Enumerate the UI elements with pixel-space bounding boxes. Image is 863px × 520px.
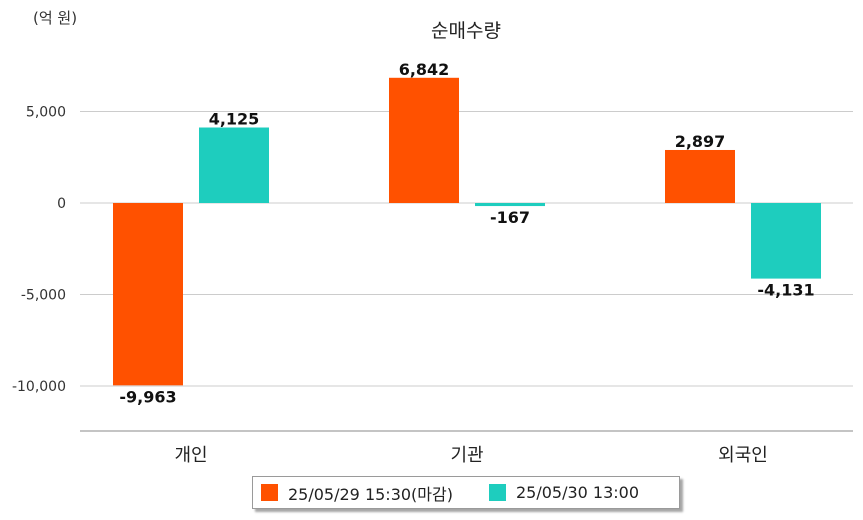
bar (199, 127, 269, 203)
bar (751, 203, 821, 279)
x-tick-label: 외국인 (718, 445, 768, 466)
data-label: -167 (490, 208, 530, 227)
legend-label-series-1: 25/05/29 15:30(마감) (288, 484, 453, 504)
legend-item-series-1[interactable]: 25/05/29 15:30(마감) (261, 481, 453, 505)
y-tick-label: 5,000 (26, 105, 66, 121)
unit-label: (억 원) (33, 9, 77, 27)
data-label: -9,963 (119, 387, 176, 406)
data-label: -4,131 (757, 281, 814, 300)
bar (475, 203, 545, 207)
bar (389, 77, 459, 203)
legend-label-series-2: 25/05/30 13:00 (515, 483, 640, 502)
data-label: 4,125 (209, 110, 260, 129)
y-tick-label: 0 (57, 196, 66, 212)
bar (665, 149, 735, 203)
y-tick-label: -5,000 (21, 288, 66, 304)
legend-swatch-series-1 (261, 484, 278, 501)
chart-title: 순매수량 (431, 20, 501, 42)
legend-swatch-series-2 (488, 484, 506, 501)
legend-item-series-2[interactable]: 25/05/30 13:00 (488, 483, 640, 502)
x-tick-label: 개인 (174, 445, 207, 466)
legend: 25/05/29 15:30(마감) 25/05/30 13:00 (252, 476, 680, 509)
data-label: 2,897 (675, 132, 726, 151)
x-tick-label: 기관 (450, 445, 483, 466)
bar (113, 203, 183, 386)
data-label: 6,842 (399, 60, 450, 79)
y-tick-label: -10,000 (12, 379, 66, 395)
